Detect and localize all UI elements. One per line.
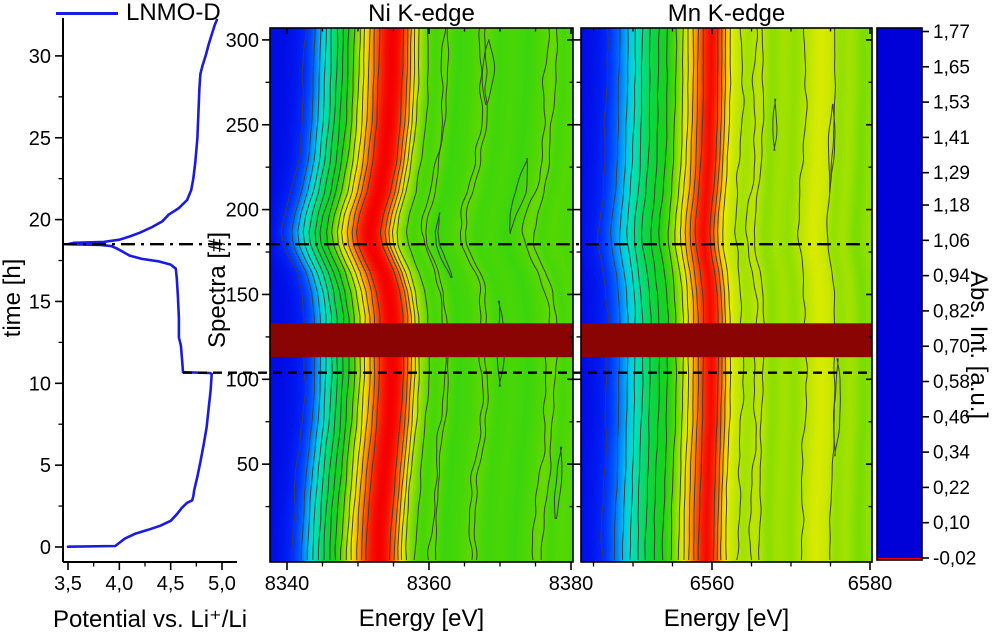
ni-panel-title: Ni K-edge [368, 0, 475, 27]
tick-label: 1,65 [933, 57, 970, 78]
tick-label: 1,18 [933, 196, 970, 217]
tick-label: 200 [226, 200, 259, 222]
data-gap-band [270, 323, 573, 358]
tick-label: 0,46 [933, 407, 970, 428]
tick-label: 8380 [549, 573, 594, 595]
colorbar-axis-label: Abs. Int. [a.u.] [965, 270, 992, 420]
legend-series-label: LNMO-D [126, 0, 221, 26]
tick-label: -0,02 [933, 548, 976, 569]
tick-label: 50 [237, 454, 259, 476]
potential-curve [66, 18, 219, 549]
tick-label: 5 [40, 455, 51, 477]
tick-label: 100 [226, 369, 259, 391]
tick-label: 0,70 [933, 337, 970, 358]
mn-panel-title: Mn K-edge [667, 0, 786, 27]
tick-label: 15 [29, 291, 51, 313]
tick-label: 4,5 [157, 573, 185, 595]
tick-label: 30 [29, 46, 51, 68]
tick-label: 0,22 [933, 478, 970, 499]
potential-axis-label: Potential vs. Li⁺/Li [52, 606, 248, 633]
tick-label: 6580 [848, 573, 893, 595]
tick-label: 20 [29, 210, 51, 232]
time-axis-label: time [h] [0, 258, 26, 338]
mn-energy-axis-label: Energy [eV] [663, 605, 790, 632]
tick-label: 8340 [265, 573, 310, 595]
tick-label: 0,94 [933, 266, 970, 287]
tick-label: 0,58 [933, 372, 970, 393]
tick-label: 1,29 [933, 163, 970, 184]
legend-line-swatch [56, 11, 118, 15]
tick-label: 1,06 [933, 231, 970, 252]
tick-label: 250 [226, 115, 259, 137]
tick-label: 8360 [407, 573, 452, 595]
tick-label: 300 [226, 30, 259, 52]
legend-lnmo-d: LNMO-D [56, 0, 221, 26]
mn-k-edge-panel: 6560 6580 [573, 27, 893, 595]
tick-label: 0,34 [933, 443, 970, 464]
tick-label: 10 [29, 373, 51, 395]
tick-label: 0 [40, 537, 51, 559]
tick-label: 1,53 [933, 93, 970, 114]
tick-label: 1,77 [933, 22, 970, 43]
ni-k-edge-panel: 8340 8360 8380 50 100 150 200 250 300 [226, 27, 594, 595]
tick-label: 0,10 [933, 513, 970, 534]
spectra-axis-label: Spectra [#] [204, 231, 231, 349]
tick-label: 1,41 [933, 128, 970, 149]
data-gap-band [581, 323, 872, 358]
tick-label: 3,5 [54, 573, 82, 595]
tick-label: 150 [226, 284, 259, 306]
tick-label: 5,0 [208, 573, 236, 595]
potential-panel: 0 5 10 15 20 25 30 3,5 4,0 4,5 5,0 [29, 18, 237, 595]
tick-label: 0,82 [933, 301, 970, 322]
ni-energy-axis-label: Energy [eV] [358, 605, 485, 632]
colorbar: 1,77 1,65 1,53 1,41 1,29 1,18 1,06 0,94 0,82 0,70… [876, 22, 976, 569]
tick-label: 25 [29, 128, 51, 150]
tick-label: 4,0 [105, 573, 133, 595]
tick-label: 6560 [690, 573, 735, 595]
